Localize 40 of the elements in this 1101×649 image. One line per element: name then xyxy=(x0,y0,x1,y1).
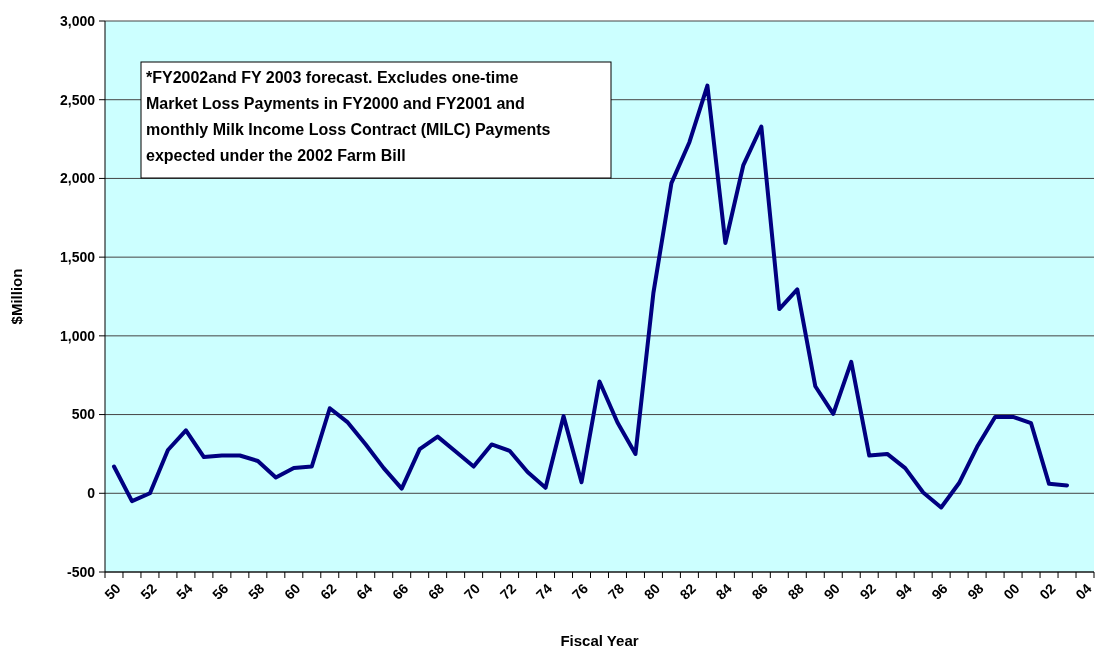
line-series xyxy=(111,83,1070,510)
x-tick-label: 98 xyxy=(964,580,987,603)
x-tick-label: 60 xyxy=(281,580,304,603)
x-tick-label: 62 xyxy=(317,580,340,603)
y-tick-label: 2,000 xyxy=(59,170,96,187)
x-tick-label: 64 xyxy=(352,580,376,603)
x-tick-label: 56 xyxy=(209,580,232,603)
x-tick-label: 90 xyxy=(820,580,843,603)
y-tick-label: -500 xyxy=(66,563,96,580)
x-tick-label: 58 xyxy=(245,580,268,603)
y-tick-label: 500 xyxy=(71,406,96,423)
x-axis-title: Fiscal Year xyxy=(560,632,639,649)
y-tick-label: 1,500 xyxy=(59,249,96,266)
x-tick-label: 04 xyxy=(1072,580,1095,603)
x-tick-label: 74 xyxy=(532,580,556,603)
x-tick-label: 92 xyxy=(856,580,879,603)
x-tick-label: 80 xyxy=(640,580,664,603)
y-axis-title: $Million xyxy=(8,268,25,325)
x-tick-label: 86 xyxy=(748,580,772,603)
x-tick-label: 70 xyxy=(460,580,484,603)
x-tick-label: 94 xyxy=(892,580,915,603)
x-tick-label: 88 xyxy=(784,580,808,603)
x-tick-label: 82 xyxy=(676,580,700,603)
y-tick-label: 3,000 xyxy=(59,12,96,29)
x-tick-label: 52 xyxy=(137,580,160,603)
y-tick-label: 2,500 xyxy=(59,91,96,108)
x-tick-label: 50 xyxy=(101,580,124,603)
x-tick-label: 02 xyxy=(1036,580,1059,603)
x-tick-label: 72 xyxy=(496,580,520,603)
x-tick-label: 66 xyxy=(388,580,412,603)
x-tick-label: 84 xyxy=(712,580,736,603)
x-tick-label: 68 xyxy=(424,580,448,603)
x-tick-label: 54 xyxy=(173,580,196,603)
y-tick-label: 0 xyxy=(87,485,96,502)
x-tick-label: 78 xyxy=(604,580,628,603)
x-tick-label: 00 xyxy=(1000,580,1023,603)
annotation: *FY2002and FY 2003 forecast. Excludes one-time Market Loss Payments in FY2000 and FY2001 and monthly Milk Income Loss Contract (MILC) Payments expected under the 2002 Farm Bill xyxy=(146,69,551,164)
x-tick-label: 96 xyxy=(928,580,951,603)
x-tick-label: 76 xyxy=(568,580,592,603)
y-tick-label: 1,000 xyxy=(59,327,96,344)
